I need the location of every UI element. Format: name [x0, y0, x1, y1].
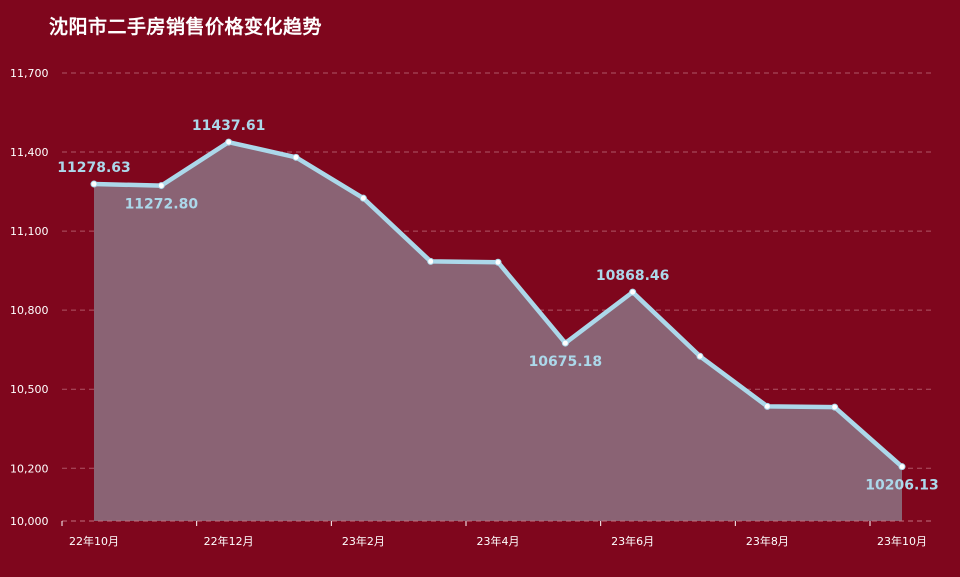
y-tick-label: 10,000: [10, 515, 49, 528]
x-tick-label: 23年4月: [477, 534, 520, 548]
data-label: 10206.13: [865, 478, 939, 494]
y-tick-label: 11,100: [10, 225, 49, 238]
data-label: 10675.18: [529, 354, 603, 370]
x-tick-label: 22年12月: [204, 534, 254, 548]
data-label: 10868.46: [596, 268, 670, 284]
y-tick-label: 10,500: [10, 383, 49, 396]
data-point: [696, 352, 704, 360]
data-point: [292, 153, 300, 161]
x-tick-label: 23年2月: [342, 534, 385, 548]
y-tick-label: 10,800: [10, 304, 49, 317]
data-point: [359, 194, 367, 202]
data-point: [427, 257, 435, 265]
x-tick-label: 22年10月: [69, 534, 119, 548]
x-tick-label: 23年6月: [611, 534, 654, 548]
x-tick-label: 23年8月: [746, 534, 789, 548]
y-tick-label: 10,200: [10, 462, 49, 475]
data-label: 11272.80: [125, 197, 199, 213]
data-point: [629, 288, 637, 296]
data-point: [494, 258, 502, 266]
x-tick-label: 23年10月: [877, 534, 927, 548]
data-label: 11278.63: [57, 160, 131, 176]
data-label: 11437.61: [192, 118, 266, 134]
data-point: [763, 402, 771, 410]
data-point: [831, 403, 839, 411]
chart-title: 沈阳市二手房销售价格变化趋势: [49, 16, 323, 38]
area-fill: [94, 142, 902, 522]
data-point: [561, 339, 569, 347]
data-point: [225, 138, 233, 146]
data-point: [90, 180, 98, 188]
y-tick-label: 11,700: [10, 67, 49, 80]
data-point: [898, 463, 906, 471]
y-tick-label: 11,400: [10, 146, 49, 159]
data-point: [157, 182, 165, 190]
